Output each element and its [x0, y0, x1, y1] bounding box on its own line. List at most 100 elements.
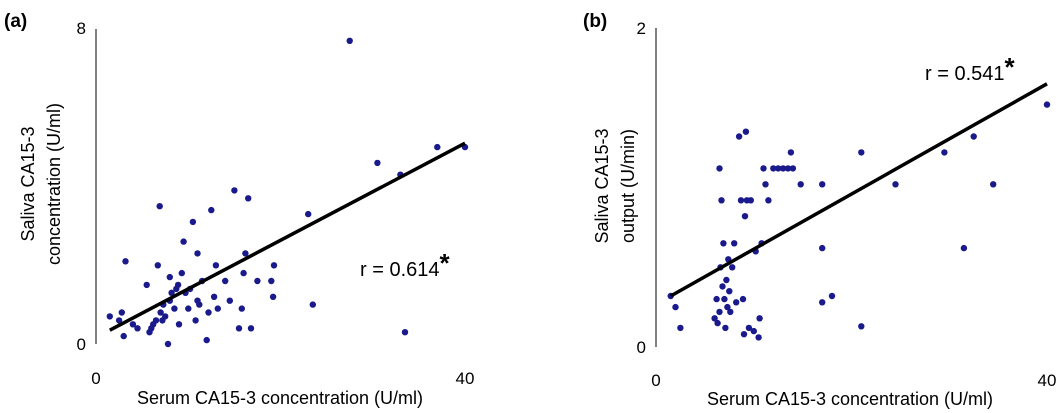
panel-b-point-5: [714, 319, 721, 327]
panel-a-r-star: *: [440, 248, 451, 278]
panel-b-point-46: [819, 181, 826, 188]
panel-b-point-18: [727, 308, 734, 316]
panel-a-point-32: [192, 317, 199, 324]
panel-b-point-20: [731, 240, 738, 247]
panel-b-point-19: [729, 264, 736, 271]
panel-a-point-43: [222, 277, 229, 285]
panel-a-point-52: [254, 277, 261, 285]
panel-b-point-17: [726, 288, 733, 295]
panel-b-point-51: [858, 149, 865, 156]
panel-b-point-57: [1043, 101, 1051, 108]
panel-a-point-38: [205, 309, 212, 316]
panel-b-point-30: [747, 197, 754, 204]
panel-b-point-29: [745, 324, 753, 332]
panel-b-point-9: [718, 197, 725, 204]
panel-b-point-23: [737, 197, 745, 204]
panel-b-x-tick-max: 40: [1038, 371, 1057, 390]
panel-a-point-31: [189, 218, 197, 226]
panel-a-point-17: [162, 313, 169, 320]
panel-a-point-6: [134, 325, 141, 332]
panel-a-point-45: [231, 187, 238, 194]
panel-a-r-annotation: r = 0.614*: [360, 248, 451, 281]
panel-b-point-44: [789, 165, 797, 172]
panel-a-x-tick-max: 40: [456, 369, 475, 388]
panel-a-point-55: [270, 262, 278, 269]
panel-a-point-46: [235, 325, 243, 332]
panel-a-x-tick-min: 0: [91, 369, 100, 388]
panel-b-point-11: [720, 240, 727, 247]
panel-a-point-26: [178, 269, 185, 277]
panel-a-point-27: [180, 238, 187, 245]
panel-b-point-45: [797, 181, 804, 188]
panel-b-point-12: [721, 295, 728, 303]
panel-a-point-7: [143, 281, 150, 289]
panel-b-point-26: [741, 213, 749, 220]
panel-b-point-10: [719, 283, 726, 290]
panel-b-ylabel-line-1: Saliva CA15-3: [592, 128, 612, 243]
panel-b-point-38: [765, 197, 772, 204]
panel-a-point-2: [118, 309, 126, 316]
panel-a-point-4: [122, 258, 129, 265]
panel-b-point-48: [819, 299, 826, 306]
panel-a-point-49: [242, 250, 249, 257]
panel-b-point-43: [787, 149, 795, 156]
panel-a-point-47: [238, 305, 245, 312]
panel-b-point-25: [740, 331, 748, 338]
panel-a-point-50: [245, 195, 252, 202]
panel-a-point-13: [156, 203, 163, 210]
panel-a-point-14: [157, 309, 164, 316]
panel-a-point-37: [203, 336, 210, 344]
panel-b-point-52: [892, 181, 899, 188]
panel-b-point-3: [711, 315, 718, 322]
panel-b-y-tick-max: 2: [637, 19, 646, 38]
panel-a-point-21: [168, 289, 175, 296]
panel-b-point-40: [775, 165, 782, 172]
panel-a-point-51: [247, 325, 255, 332]
panel-a-r-text: r = 0.614: [360, 259, 440, 281]
panel-a-point-48: [240, 269, 247, 277]
panel-b-point-36: [760, 165, 767, 172]
panel-a-point-58: [346, 37, 353, 44]
panel-a-points: [106, 37, 469, 348]
panel-a-point-62: [434, 143, 441, 151]
panel-a-point-19: [166, 273, 173, 281]
panel-b-y-tick-min: 0: [637, 338, 646, 357]
panel-b-point-54: [960, 244, 968, 252]
panel-b-point-34: [756, 315, 763, 322]
panel-a-point-39: [208, 206, 215, 214]
panel-b-point-6: [716, 308, 723, 316]
panel-b-scatter: (b) Saliva CA15-3 output (U/min) 2 0 0 4…: [583, 11, 1056, 409]
panel-a-ylabel-line-1: Saliva CA15-3: [18, 126, 38, 241]
panel-a-point-18: [164, 340, 172, 348]
panel-b-ylabel: Saliva CA15-3 output (U/min): [592, 128, 638, 243]
panel-b-point-24: [739, 295, 747, 303]
panel-b-trendline: [669, 82, 1048, 298]
panel-b-r-annotation: r = 0.541*: [925, 52, 1016, 85]
panel-a-point-12: [154, 262, 161, 269]
panel-a-point-40: [210, 293, 218, 300]
panel-a-point-5: [129, 321, 137, 328]
panel-b-point-33: [755, 334, 762, 341]
panel-b-point-7: [716, 165, 723, 172]
panel-a-point-57: [309, 301, 316, 308]
panel-a-xlabel: Serum CA15-3 concentration (U/ml): [137, 388, 423, 408]
panel-a-label: (a): [4, 11, 27, 32]
panel-a-point-54: [269, 293, 277, 300]
panel-b-point-39: [770, 165, 777, 172]
panel-a-y-tick-max: 8: [77, 19, 86, 38]
panel-b-point-50: [858, 323, 865, 330]
panel-b-point-14: [723, 276, 730, 284]
panel-b-point-15: [724, 303, 731, 311]
panel-b-point-21: [733, 299, 740, 306]
panel-b-point-22: [735, 133, 743, 140]
panel-a-point-1: [115, 317, 123, 324]
panel-b-point-37: [762, 181, 769, 188]
panel-b-point-1: [672, 303, 679, 311]
panel-a-point-56: [305, 210, 312, 218]
panel-b-r-text: r = 0.541: [925, 63, 1005, 85]
panel-b-point-2: [677, 324, 684, 332]
panel-b-ylabel-line-2: output (U/min): [618, 129, 638, 243]
panel-b-xlabel: Serum CA15-3 concentration (U/ml): [707, 389, 993, 409]
panel-b-point-41: [779, 165, 787, 172]
